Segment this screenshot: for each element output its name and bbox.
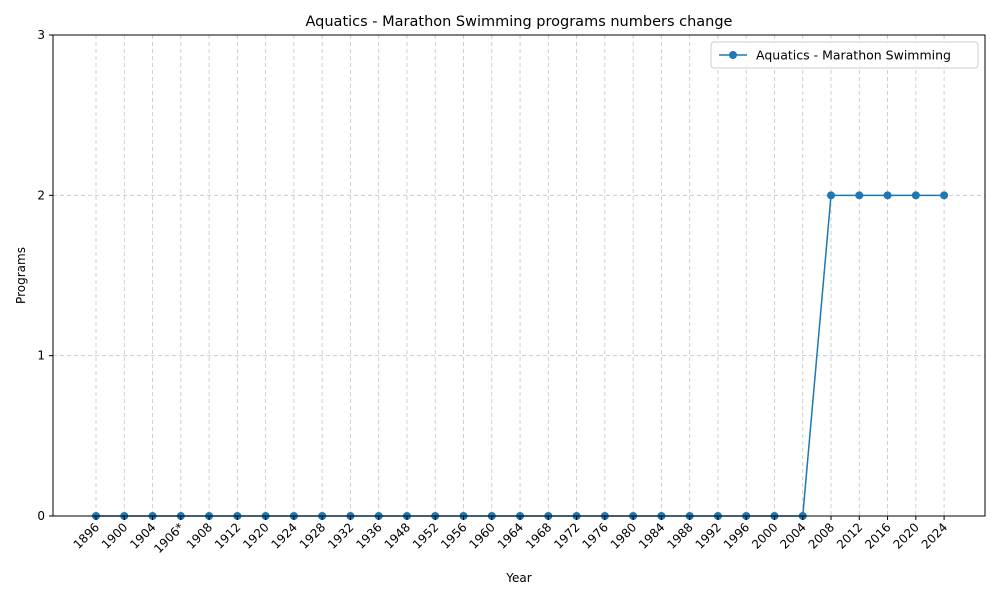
data-point <box>855 191 864 200</box>
data-point <box>883 191 892 200</box>
data-point <box>911 191 920 200</box>
x-axis-label: Year <box>505 571 531 585</box>
data-point <box>940 191 949 200</box>
chart-title: Aquatics - Marathon Swimming programs nu… <box>306 14 733 30</box>
y-axis: 0 1 2 3 <box>37 28 53 523</box>
y-tick-label: 3 <box>37 28 45 42</box>
y-tick-label: 2 <box>37 188 45 202</box>
y-tick-label: 0 <box>37 509 45 523</box>
legend: Aquatics - Marathon Swimming <box>710 41 979 69</box>
y-tick-label: 1 <box>37 349 45 363</box>
grid <box>53 35 985 516</box>
y-axis-label: Programs <box>14 247 28 304</box>
legend-label: Aquatics - Marathon Swimming <box>756 48 951 63</box>
plot-frame <box>52 34 986 517</box>
data-point <box>827 191 836 200</box>
legend-marker <box>729 51 737 59</box>
legend-box <box>710 41 979 69</box>
